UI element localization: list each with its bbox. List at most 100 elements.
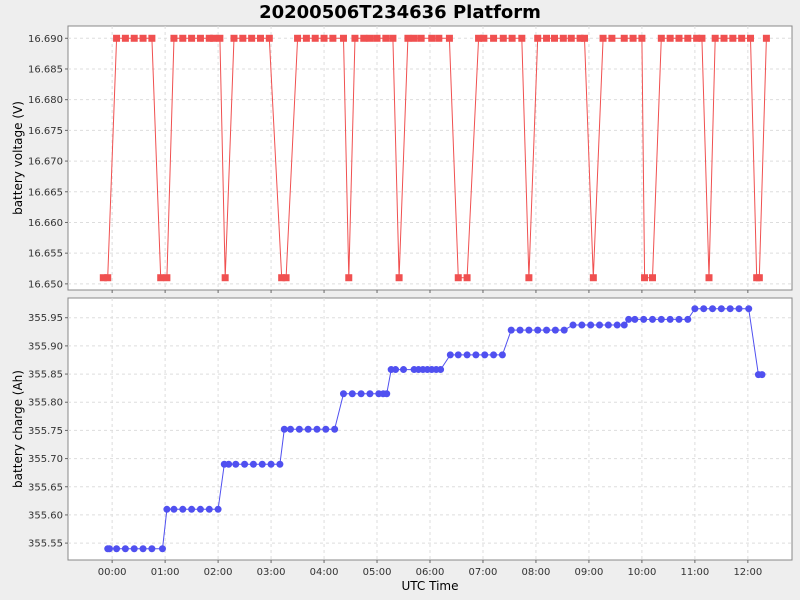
y-tick-label: 355.90 [28,341,63,352]
data-point [587,321,595,329]
data-point [258,460,266,468]
data-point [758,371,766,379]
data-point [508,34,516,42]
x-tick-label: 09:00 [575,567,604,578]
data-point [567,34,575,42]
data-point [604,321,612,329]
y-tick-label: 355.75 [28,426,63,437]
data-point [498,351,506,359]
data-point [157,274,165,282]
data-point [738,34,746,42]
data-point [648,274,656,282]
data-point [709,305,717,313]
data-point [472,351,480,359]
data-point [366,390,374,398]
data-point [205,34,213,42]
y-tick-label: 355.60 [28,510,63,521]
data-point [373,34,381,42]
data-point [700,305,708,313]
x-tick-label: 00:00 [98,567,127,578]
data-point [559,34,567,42]
y-tick-label: 16.655 [28,249,63,260]
data-point [475,34,483,42]
data-point [256,34,264,42]
data-point [304,425,312,433]
data-point [560,326,568,334]
x-tick-label: 07:00 [469,567,498,578]
chart-title: 20200506T234636 Platform [259,2,541,23]
data-point [551,326,559,334]
data-point [188,505,196,513]
data-point [581,34,589,42]
data-point [225,460,233,468]
data-point [745,305,753,313]
data-point [163,274,171,282]
data-point [139,34,147,42]
data-point [648,315,656,323]
data-point [608,34,616,42]
data-point [294,34,302,42]
data-point [569,321,577,329]
data-point [675,34,683,42]
x-tick-label: 08:00 [522,567,551,578]
data-point [657,34,665,42]
data-point [518,34,526,42]
y-axis-label: battery voltage (V) [11,101,25,215]
data-point [543,34,551,42]
data-point [170,505,178,513]
data-point [463,274,471,282]
data-point [534,34,542,42]
data-point [507,326,515,334]
data-point [104,274,112,282]
data-point [463,351,471,359]
data-point [329,34,337,42]
data-point [480,34,488,42]
data-point [755,274,763,282]
data-point [163,505,171,513]
data-point [214,505,222,513]
y-tick-label: 16.665 [28,187,63,198]
data-point [666,315,674,323]
data-point [105,545,113,553]
data-point [282,274,290,282]
data-point [525,274,533,282]
data-point [139,545,147,553]
data-point [589,274,597,282]
y-tick-label: 355.80 [28,398,63,409]
data-point [684,34,692,42]
data-point [404,34,412,42]
data-point [121,34,129,42]
data-point [400,366,408,374]
y-tick-label: 355.55 [28,539,63,550]
data-point [248,34,256,42]
x-tick-label: 05:00 [363,567,392,578]
x-tick-label: 11:00 [680,567,709,578]
data-point [230,34,238,42]
data-point [631,315,639,323]
data-point [148,34,156,42]
data-point [188,34,196,42]
data-point [620,321,628,329]
data-point [313,425,321,433]
x-tick-label: 04:00 [310,567,339,578]
data-point [130,34,138,42]
panel-1: 16.650 16.655 16.660 16.665 16.670 16.675 16.6… [11,25,793,293]
panel-2: 355.55 355.60 355.65 355.70 355.75 355.80 355.… [11,297,793,563]
data-point [99,274,107,282]
data-point [357,390,365,398]
data-point [720,34,728,42]
data-point [148,545,156,553]
data-point [320,34,328,42]
data-point [629,34,637,42]
data-point [445,34,453,42]
data-point [382,34,390,42]
y-tick-label: 16.650 [28,279,63,290]
data-point [410,34,418,42]
data-point [684,315,692,323]
data-point [525,326,533,334]
data-point [454,274,462,282]
data-point [481,351,489,359]
data-point [345,274,353,282]
data-point [705,274,713,282]
